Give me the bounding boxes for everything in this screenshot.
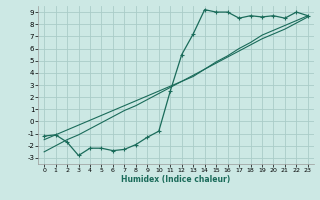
X-axis label: Humidex (Indice chaleur): Humidex (Indice chaleur) bbox=[121, 175, 231, 184]
